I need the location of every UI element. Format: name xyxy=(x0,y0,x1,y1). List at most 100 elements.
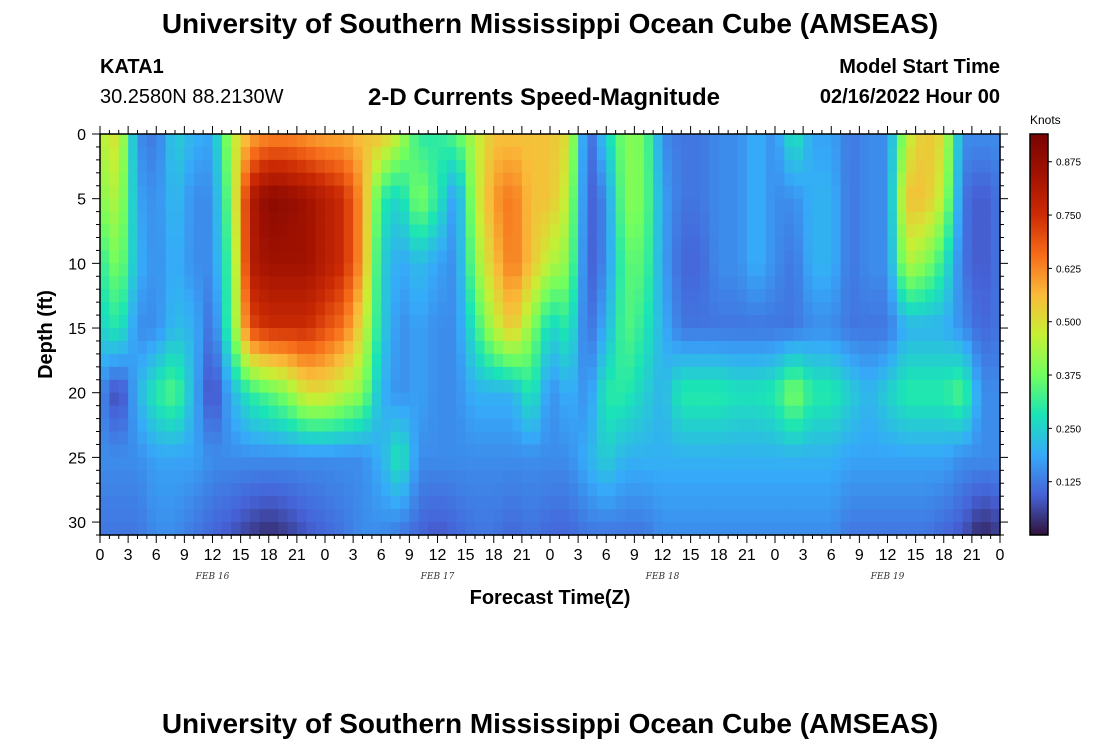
heatmap-cell xyxy=(540,405,551,420)
heatmap-cell xyxy=(831,353,842,368)
heatmap-cell xyxy=(484,470,495,484)
heatmap-cell xyxy=(353,366,364,381)
heatmap-cell xyxy=(990,366,1001,381)
heatmap-cell xyxy=(587,418,598,433)
heatmap-cell xyxy=(306,134,317,148)
heatmap-cell xyxy=(353,444,364,458)
heatmap-cell xyxy=(250,276,260,290)
heatmap-cell xyxy=(615,224,626,239)
heatmap-cell xyxy=(493,185,504,200)
heatmap-cell xyxy=(240,146,251,161)
heatmap-cell xyxy=(278,366,289,381)
heatmap-cell xyxy=(596,211,607,226)
heatmap-cell xyxy=(128,431,139,446)
heatmap-cell xyxy=(109,289,120,303)
heatmap-cell xyxy=(784,483,795,497)
heatmap-cell xyxy=(334,444,345,458)
heatmap-cell xyxy=(568,172,579,187)
heatmap-cell xyxy=(803,328,814,342)
heatmap-cell xyxy=(540,211,551,226)
heatmap-cell xyxy=(756,353,767,368)
x-tick-label: 0 xyxy=(321,547,330,564)
heatmap-cell xyxy=(390,224,401,239)
heatmap-cell xyxy=(475,405,485,420)
heatmap-cell xyxy=(681,276,692,290)
heatmap-cell xyxy=(896,237,907,252)
heatmap-cell xyxy=(887,237,898,252)
heatmap-cell xyxy=(671,146,682,161)
heatmap-cell xyxy=(606,289,617,303)
heatmap-cell xyxy=(559,134,570,148)
heatmap-cell xyxy=(156,289,167,303)
heatmap-cell xyxy=(934,392,945,407)
heatmap-cell xyxy=(868,392,879,407)
heatmap-cell xyxy=(409,263,420,277)
heatmap-cell xyxy=(643,328,654,342)
heatmap-cell xyxy=(259,159,270,174)
heatmap-cell xyxy=(456,146,467,161)
heatmap-cell xyxy=(456,483,467,497)
heatmap-cell xyxy=(793,237,804,252)
heatmap-cell xyxy=(850,418,860,433)
heatmap-cell xyxy=(184,302,195,316)
heatmap-cell xyxy=(953,276,964,290)
heatmap-cell xyxy=(193,289,204,303)
heatmap-cell xyxy=(784,392,795,407)
heatmap-cell xyxy=(896,470,907,484)
heatmap-cell xyxy=(596,470,607,484)
heatmap-cell xyxy=(531,250,542,264)
heatmap-cell xyxy=(643,134,654,148)
heatmap-cell xyxy=(850,224,860,239)
heatmap-cell xyxy=(615,366,626,381)
heatmap-cell xyxy=(737,146,748,161)
heatmap-cell xyxy=(353,315,364,329)
heatmap-cell xyxy=(859,315,870,329)
heatmap-cell xyxy=(671,276,682,290)
heatmap-cell xyxy=(859,496,870,510)
heatmap-cell xyxy=(934,185,945,200)
heatmap-cell xyxy=(287,276,298,290)
heatmap-cell xyxy=(428,405,439,420)
heatmap-cell xyxy=(653,496,664,510)
heatmap-cell xyxy=(793,172,804,187)
heatmap-cell xyxy=(484,431,495,446)
heatmap-cell xyxy=(231,315,242,329)
heatmap-cell xyxy=(109,276,120,290)
heatmap-cell xyxy=(981,276,992,290)
heatmap-cell xyxy=(568,237,579,252)
heatmap-cell xyxy=(718,263,729,277)
heatmap-cell xyxy=(521,289,532,303)
heatmap-cell xyxy=(793,198,804,213)
heatmap-cell xyxy=(325,470,335,484)
heatmap-cell xyxy=(709,379,720,394)
heatmap-cell xyxy=(568,146,579,161)
heatmap-cell xyxy=(606,522,617,536)
heatmap-cell xyxy=(990,509,1001,523)
heatmap-cell xyxy=(221,146,232,161)
heatmap-cell xyxy=(784,340,795,355)
heatmap-cell xyxy=(821,509,832,523)
heatmap-cell xyxy=(896,315,907,329)
heatmap-cell xyxy=(381,224,392,239)
heatmap-cell xyxy=(475,224,485,239)
heatmap-cell xyxy=(175,302,185,316)
heatmap-cell xyxy=(381,302,392,316)
heatmap-cell xyxy=(550,509,560,523)
heatmap-cell xyxy=(840,250,851,264)
heatmap-cell xyxy=(100,328,110,342)
heatmap-cell xyxy=(775,340,785,355)
heatmap-cell xyxy=(700,328,710,342)
heatmap-cell xyxy=(100,185,110,200)
heatmap-cell xyxy=(334,276,345,290)
heatmap-cell xyxy=(850,237,860,252)
heatmap-cell xyxy=(990,302,1001,316)
heatmap-cell xyxy=(428,483,439,497)
heatmap-cell xyxy=(175,470,185,484)
heatmap-cell xyxy=(784,405,795,420)
heatmap-cell xyxy=(418,470,429,484)
heatmap-cell xyxy=(868,185,879,200)
heatmap-cell xyxy=(212,444,223,458)
heatmap-cell xyxy=(343,172,354,187)
heatmap-cell xyxy=(690,470,701,484)
heatmap-cell xyxy=(465,172,476,187)
